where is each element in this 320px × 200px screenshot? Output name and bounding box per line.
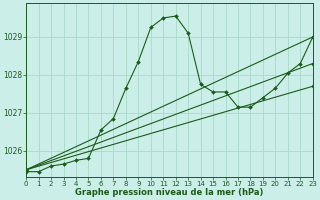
X-axis label: Graphe pression niveau de la mer (hPa): Graphe pression niveau de la mer (hPa) — [75, 188, 264, 197]
